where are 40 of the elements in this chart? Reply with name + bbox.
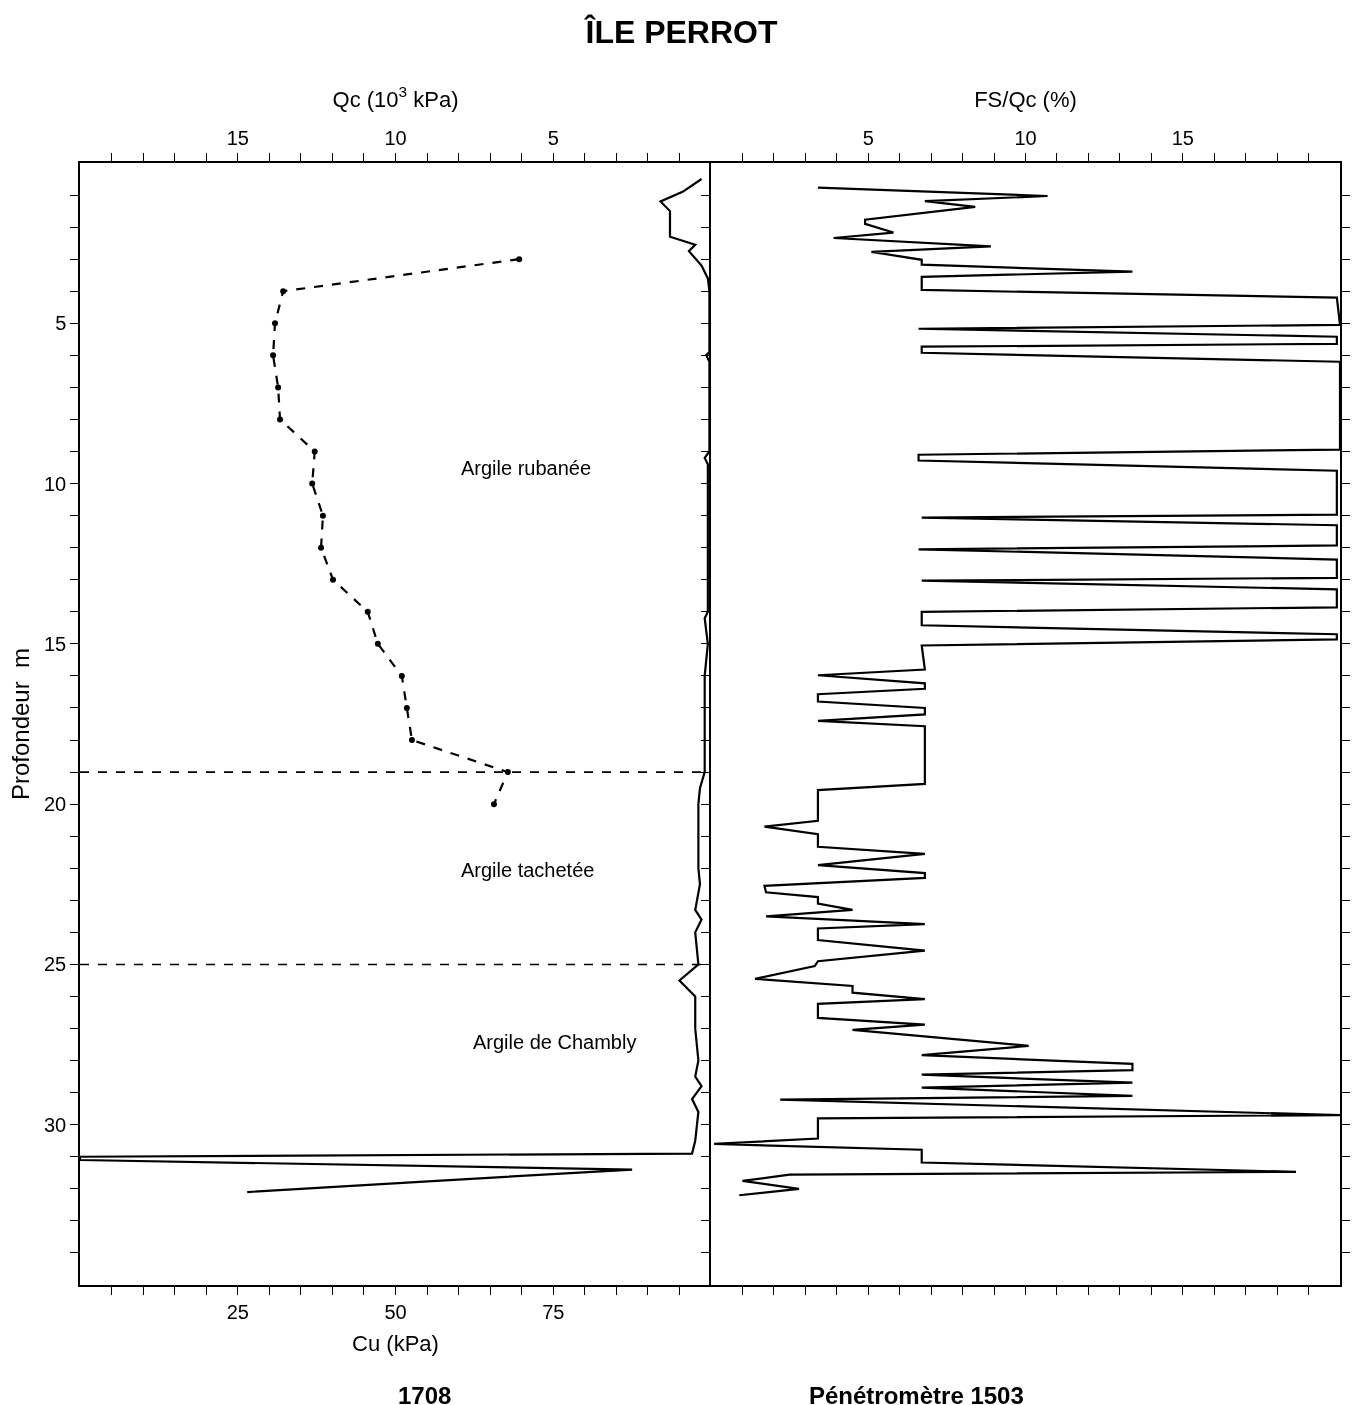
point bbox=[504, 769, 511, 776]
point bbox=[398, 672, 405, 679]
x2-axis-title: Qc (10$^{3}$ kPa) bbox=[332, 83, 459, 112]
point bbox=[275, 384, 282, 391]
point bbox=[311, 448, 318, 455]
point bbox=[271, 320, 278, 327]
y-tick-label: 20 bbox=[44, 793, 67, 816]
point bbox=[277, 416, 284, 423]
x-tick-label: 5 bbox=[862, 127, 874, 150]
point bbox=[319, 512, 326, 519]
x-tick-label: 50 bbox=[384, 1300, 407, 1323]
x-axis-title: FS/Qc (%) bbox=[974, 86, 1077, 112]
text: Pénétromètre 1503 bbox=[809, 1382, 1024, 1405]
annotation: Argile rubanée bbox=[461, 457, 592, 479]
point bbox=[270, 352, 277, 359]
point bbox=[403, 704, 410, 711]
x-axis-title: Cu (kPa) bbox=[352, 1331, 439, 1357]
point bbox=[408, 737, 415, 744]
x-tick-label: 25 bbox=[226, 1300, 249, 1323]
annotation: Argile de Chambly bbox=[473, 1031, 637, 1053]
point bbox=[280, 288, 287, 295]
point bbox=[309, 480, 316, 487]
text: 1708 bbox=[398, 1382, 452, 1405]
chart-title: ÎLE PERROT bbox=[583, 14, 778, 51]
y-tick-label: 30 bbox=[44, 1113, 67, 1136]
point bbox=[374, 640, 381, 647]
point bbox=[330, 576, 337, 583]
annotation: Argile tachetée bbox=[461, 859, 595, 881]
y-tick-label: 5 bbox=[55, 312, 67, 335]
y-tick-label: 25 bbox=[44, 953, 67, 976]
x-tick-label: 10 bbox=[1014, 127, 1037, 150]
y-tick-label: 15 bbox=[44, 632, 67, 655]
point bbox=[364, 608, 371, 615]
y-axis-title: Profondeur m bbox=[6, 647, 34, 801]
x-tick-label: 75 bbox=[542, 1300, 565, 1323]
y-tick-label: 10 bbox=[44, 472, 67, 495]
point bbox=[490, 801, 497, 808]
point bbox=[318, 544, 325, 551]
point bbox=[516, 256, 523, 263]
x-tick-label: 15 bbox=[1171, 127, 1194, 150]
